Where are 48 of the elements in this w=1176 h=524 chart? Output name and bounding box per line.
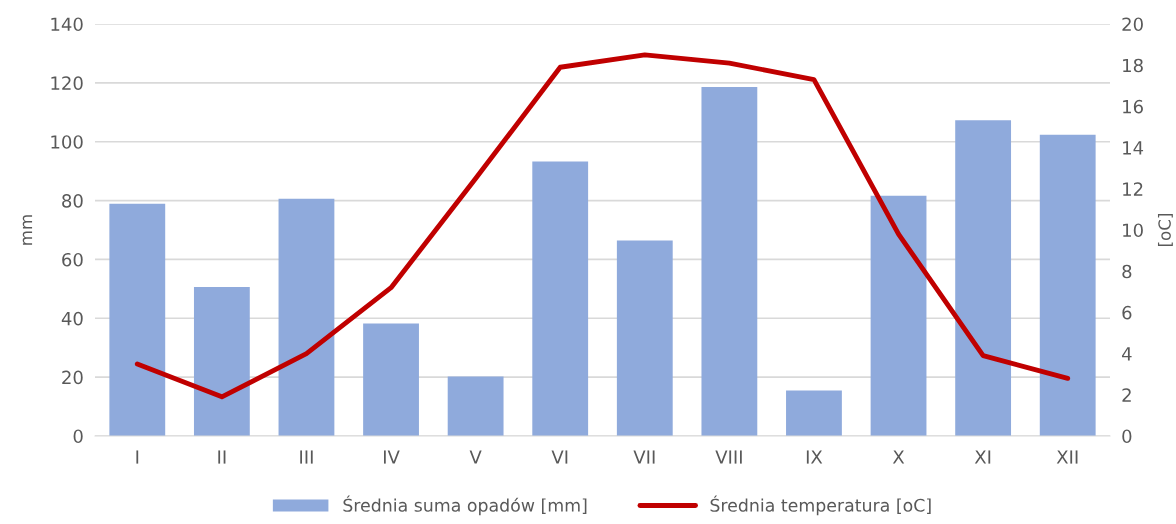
bar <box>109 203 166 436</box>
y-tick-label: 80 <box>62 194 83 208</box>
y-tick-label: 140 <box>51 17 83 32</box>
bar <box>363 323 419 436</box>
y2-tick-label: 6 <box>1122 305 1132 320</box>
y2-tick-label: 14 <box>1123 141 1144 155</box>
y2-axis-title: [oC] <box>1157 214 1173 246</box>
line-series <box>134 52 1071 400</box>
bar <box>532 161 589 436</box>
legend-label: Średnia suma opadów [mm] <box>343 495 587 516</box>
bar <box>1039 134 1096 436</box>
x-tick-label: IX <box>806 450 823 464</box>
x-tick-label: XI <box>974 450 991 464</box>
bar <box>701 86 758 436</box>
bar <box>955 120 1012 436</box>
x-tick-label: XII <box>1056 450 1078 464</box>
x-tick-label: III <box>300 450 313 464</box>
y-tick-label: 100 <box>51 135 83 149</box>
y2-tick-label: 0 <box>1122 429 1132 444</box>
legend-label: Średnia temperatura [oC] <box>710 495 931 516</box>
y2-tick-label: 2 <box>1122 388 1131 402</box>
bar <box>193 287 250 436</box>
bar <box>447 376 504 436</box>
x-tick-label: V <box>469 450 482 464</box>
x-tick-label: VI <box>551 450 568 464</box>
y2-tick-label: 4 <box>1121 347 1132 361</box>
x-tick-label: VIII <box>715 450 742 464</box>
bar <box>278 198 335 436</box>
y-tick-label: 60 <box>62 252 83 267</box>
y2-tick-label: 12 <box>1123 182 1143 196</box>
y2-tick-label: 16 <box>1123 99 1143 114</box>
y2-tick-label: 10 <box>1123 223 1143 238</box>
y-axis-title: mm <box>22 215 33 245</box>
y2-tick-label: 8 <box>1122 264 1132 279</box>
y-tick-label: 120 <box>51 76 83 90</box>
bar <box>786 390 842 436</box>
bar <box>616 240 673 436</box>
x-tick-label: IV <box>383 450 400 464</box>
x-tick-label: VII <box>633 450 655 464</box>
y2-tick-label: 18 <box>1123 58 1143 73</box>
y-tick-label: 20 <box>62 370 83 385</box>
x-tick-label: X <box>892 450 905 464</box>
y-tick-label: 0 <box>73 429 83 444</box>
y2-tick-label: 20 <box>1122 17 1143 32</box>
bar <box>870 195 927 436</box>
y-tick-label: 40 <box>61 311 83 326</box>
x-tick-label: II <box>218 450 226 464</box>
x-tick-label: I <box>136 450 139 464</box>
